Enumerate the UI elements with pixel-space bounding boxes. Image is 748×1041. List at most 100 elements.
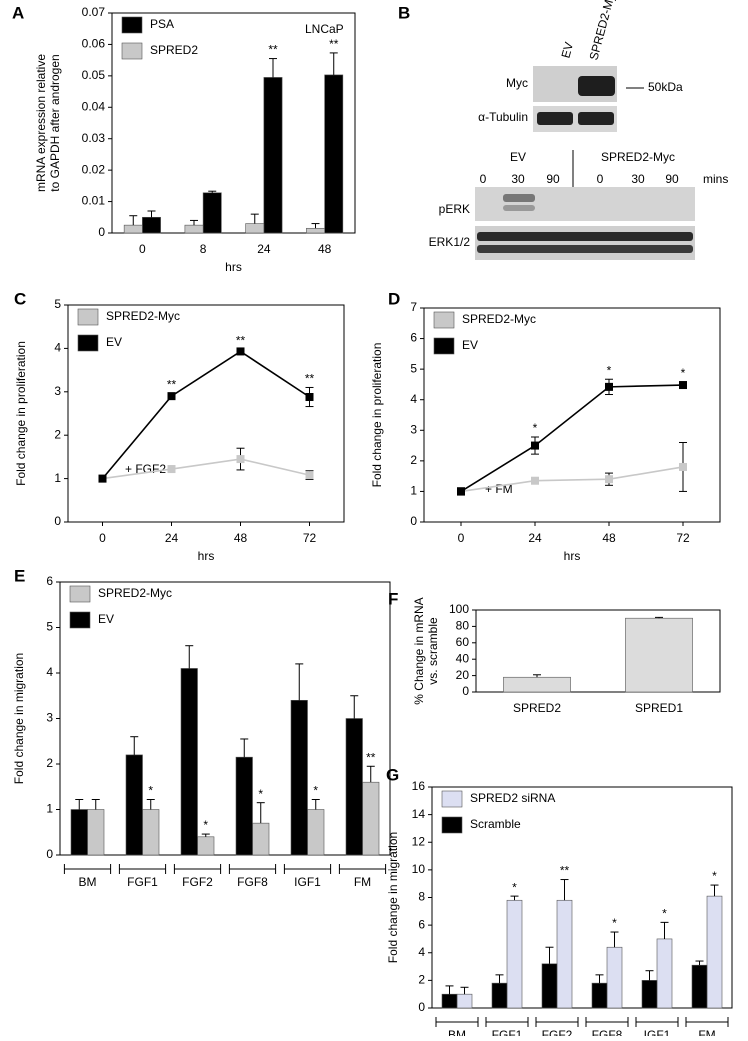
x-tick-label: 0 <box>99 531 106 545</box>
x-tick-label: 0 <box>458 531 465 545</box>
x-tick-label: 8 <box>200 242 207 256</box>
y-tick-label: 100 <box>449 602 469 616</box>
bar <box>541 963 558 1009</box>
panel-letter: F <box>388 589 398 608</box>
significance: ** <box>167 377 177 391</box>
y-tick-label: 0.06 <box>82 37 106 51</box>
y-tick-label: 5 <box>54 297 61 311</box>
x-tick-label: FGF1 <box>127 875 158 889</box>
legend-swatch <box>441 790 463 808</box>
group-label: EV <box>510 150 526 164</box>
y-tick-label: 6 <box>46 574 53 588</box>
x-tick-label: FGF2 <box>182 875 213 889</box>
significance: ** <box>329 37 339 51</box>
significance: ** <box>560 864 570 878</box>
time-label: 90 <box>546 172 560 186</box>
lane-label: EV <box>558 41 576 60</box>
marker <box>305 471 314 480</box>
bar <box>345 718 363 856</box>
time-label: 90 <box>665 172 679 186</box>
y-tick-label: 3 <box>46 711 53 725</box>
y-tick-label: 1 <box>410 484 417 498</box>
y-tick-label: 6 <box>410 331 417 345</box>
y-tick-label: 10 <box>412 862 426 876</box>
y-tick-label: 2 <box>410 453 417 467</box>
y-axis-label: Fold change in proliferation <box>14 341 28 486</box>
bar <box>263 77 283 234</box>
y-axis-label: % Change in mRNA <box>412 597 426 704</box>
legend-swatch <box>433 311 455 329</box>
plot-frame <box>475 609 721 693</box>
x-tick-label: FM <box>354 875 371 889</box>
y-tick-label: 0 <box>46 847 53 861</box>
bar <box>591 982 608 1009</box>
y-axis-label: Fold change in migration <box>386 832 400 963</box>
blot-perk <box>475 187 695 221</box>
group-label: SPRED2-Myc <box>601 150 675 164</box>
significance: ** <box>236 333 246 347</box>
legend-label: SPRED2-Myc <box>462 312 536 326</box>
x-tick-label: 48 <box>234 531 248 545</box>
time-label: 30 <box>511 172 525 186</box>
panel-b: B EV SPRED2-Myc Myc α-Tubulin 50kDa EV S… <box>398 0 728 260</box>
significance: * <box>681 366 686 380</box>
bar <box>142 809 160 856</box>
significance: * <box>607 363 612 377</box>
x-tick-label: 72 <box>303 531 317 545</box>
significance: ** <box>268 43 278 57</box>
line <box>460 384 684 493</box>
legend-swatch <box>77 334 99 352</box>
panel-letter: G <box>386 765 399 784</box>
x-tick-label: 48 <box>602 531 616 545</box>
bar <box>706 895 723 1009</box>
x-tick-label: BM <box>79 875 97 889</box>
legend-label: SPRED2-Myc <box>106 309 180 323</box>
blot-band <box>537 112 573 125</box>
significance: * <box>258 787 263 801</box>
y-tick-label: 0.05 <box>82 68 106 82</box>
plot-frame <box>67 304 345 523</box>
y-tick-label: 3 <box>54 384 61 398</box>
legend-swatch <box>69 585 91 603</box>
y-tick-label: 0.01 <box>82 194 106 208</box>
plot-frame <box>423 307 721 523</box>
x-axis-label: hrs <box>225 260 242 274</box>
legend-label: SPRED2-Myc <box>98 586 172 600</box>
marker <box>457 487 465 496</box>
annotation: + FGF2 <box>125 462 166 476</box>
row-label: pERK <box>439 202 470 216</box>
blot-band <box>578 112 614 125</box>
significance: * <box>533 421 538 435</box>
y-tick-label: 4 <box>54 341 61 355</box>
legend-label: EV <box>98 612 114 626</box>
panel-letter: E <box>14 566 25 585</box>
legend-label: Scramble <box>470 817 521 831</box>
bar <box>252 822 270 856</box>
bar <box>307 809 325 856</box>
significance: * <box>148 784 153 798</box>
time-unit: mins <box>703 172 728 186</box>
y-axis-label: mRNA expression relative <box>34 54 48 192</box>
panel-letter: C <box>14 289 26 308</box>
lane-label: SPRED2-Myc <box>586 0 619 62</box>
legend-label: SPRED2 siRNA <box>470 791 555 805</box>
marker <box>679 381 687 390</box>
y-tick-label: 0.04 <box>82 99 106 113</box>
marker <box>605 475 613 484</box>
x-tick-label: FGF8 <box>237 875 268 889</box>
legend-swatch <box>441 816 463 834</box>
x-tick-label: 24 <box>528 531 542 545</box>
annotation: LNCaP <box>305 22 344 36</box>
panel-letter: A <box>12 3 24 22</box>
y-tick-label: 40 <box>456 651 470 665</box>
y-tick-label: 0 <box>462 684 469 698</box>
bar <box>656 938 673 1009</box>
y-tick-label: 3 <box>410 422 417 436</box>
y-tick-label: 80 <box>456 619 470 633</box>
y-tick-label: 14 <box>412 807 426 821</box>
bar <box>290 699 308 856</box>
bar <box>456 993 473 1009</box>
marker <box>605 382 613 391</box>
y-tick-label: 0 <box>54 514 61 528</box>
